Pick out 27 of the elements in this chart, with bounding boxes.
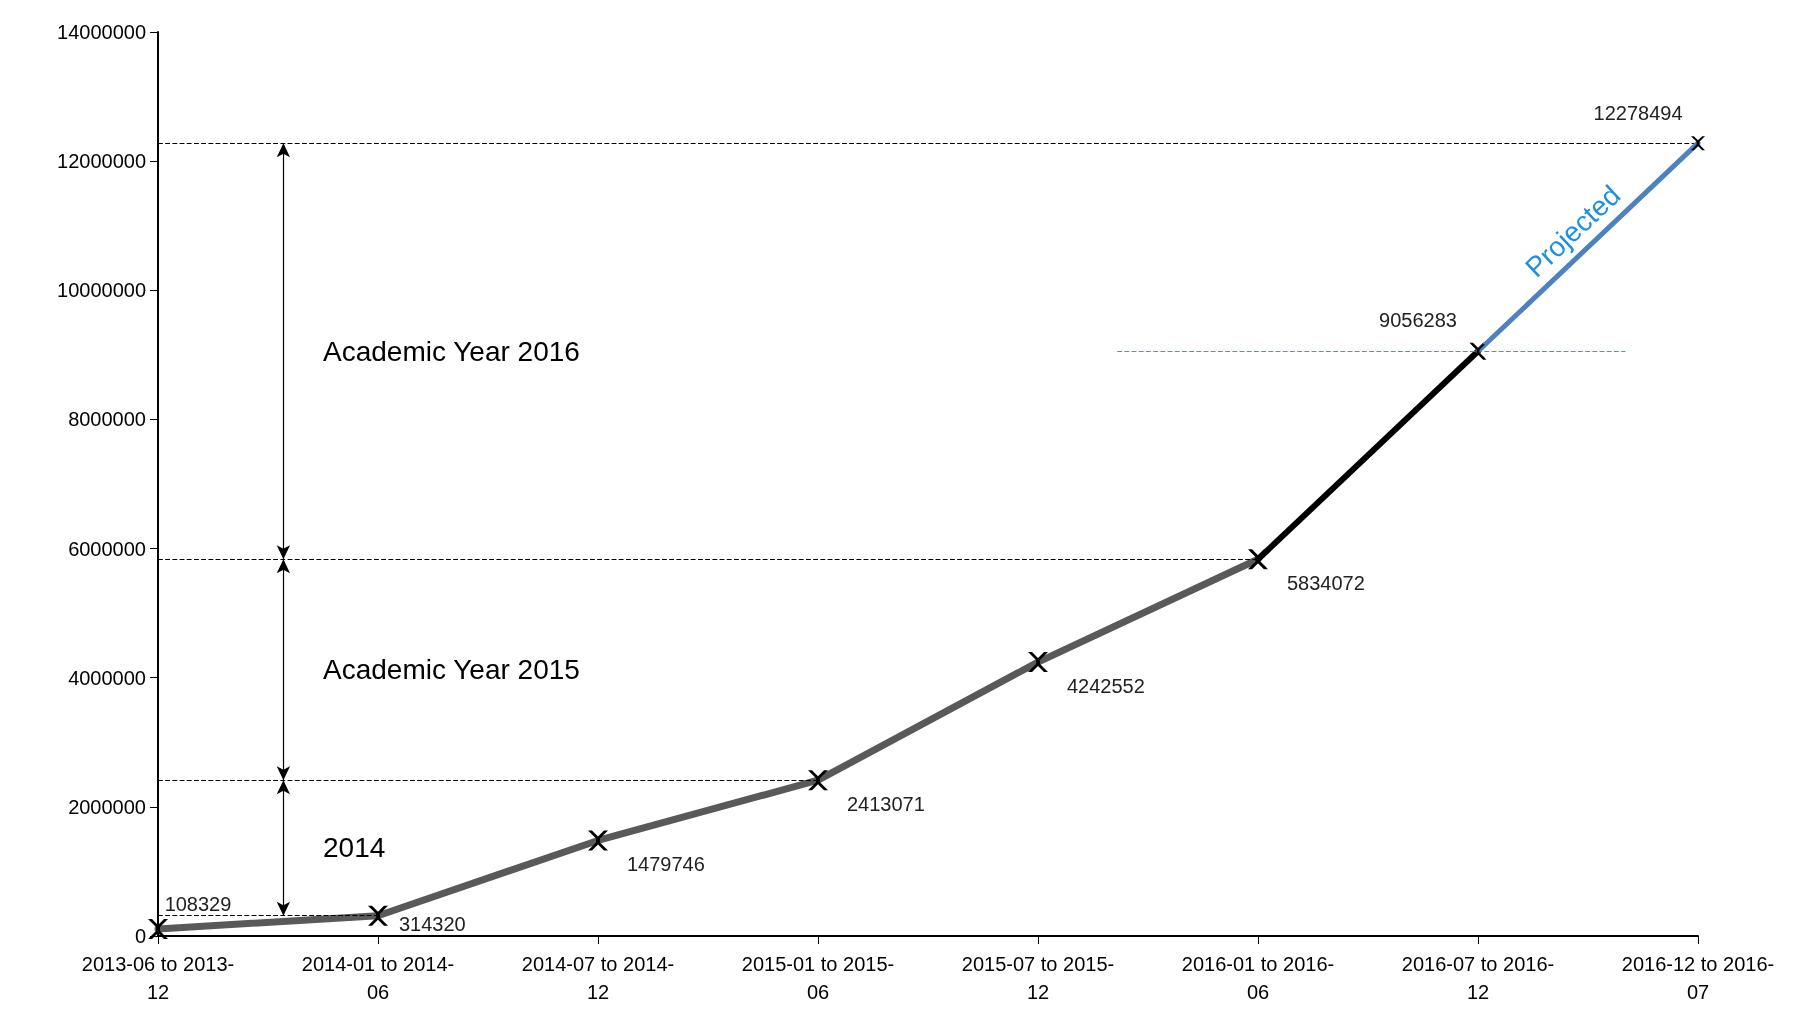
x-tick-label: 2016-07 to 2016-12 bbox=[1401, 953, 1555, 1003]
data-label: 2413071 bbox=[847, 793, 925, 816]
y-tick-label: 0 bbox=[134, 925, 146, 947]
y-tick-label: 8000000 bbox=[68, 408, 146, 431]
data-label: 12278494 bbox=[1593, 102, 1683, 125]
annotation: Academic Year 2015 bbox=[323, 654, 580, 686]
data-label: 1479746 bbox=[627, 853, 705, 876]
x-tick-label: 2016-12 to 2016-07 bbox=[1621, 953, 1775, 1003]
annotation: 2014 bbox=[323, 832, 386, 864]
x-tick-label: 2015-01 to 2015-06 bbox=[741, 953, 895, 1003]
y-tick-label: 10000000 bbox=[57, 279, 146, 302]
data-label: 4242552 bbox=[1067, 675, 1145, 698]
x-tick-label: 2015-07 to 2015-12 bbox=[961, 953, 1115, 1003]
y-tick-label: 14000000 bbox=[57, 21, 146, 43]
x-tick-label: 2013-06 to 2013-12 bbox=[81, 953, 235, 1003]
data-label: 5834072 bbox=[1287, 572, 1365, 595]
annotation: Academic Year 2016 bbox=[323, 335, 580, 367]
data-label: 9056283 bbox=[1379, 308, 1457, 331]
y-tick-label: 12000000 bbox=[57, 150, 146, 173]
y-tick-label: 2000000 bbox=[68, 795, 146, 818]
x-tick-label: 2016-01 to 2016-06 bbox=[1181, 953, 1335, 1003]
y-tick-label: 4000000 bbox=[68, 666, 146, 689]
x-tick-label: 2014-07 to 2014-12 bbox=[521, 953, 675, 1003]
y-tick-label: 6000000 bbox=[68, 537, 146, 560]
data-label: 108329 bbox=[164, 893, 232, 916]
x-tick-label: 2014-01 to 2014-06 bbox=[301, 953, 455, 1003]
data-label: 314320 bbox=[399, 912, 466, 935]
